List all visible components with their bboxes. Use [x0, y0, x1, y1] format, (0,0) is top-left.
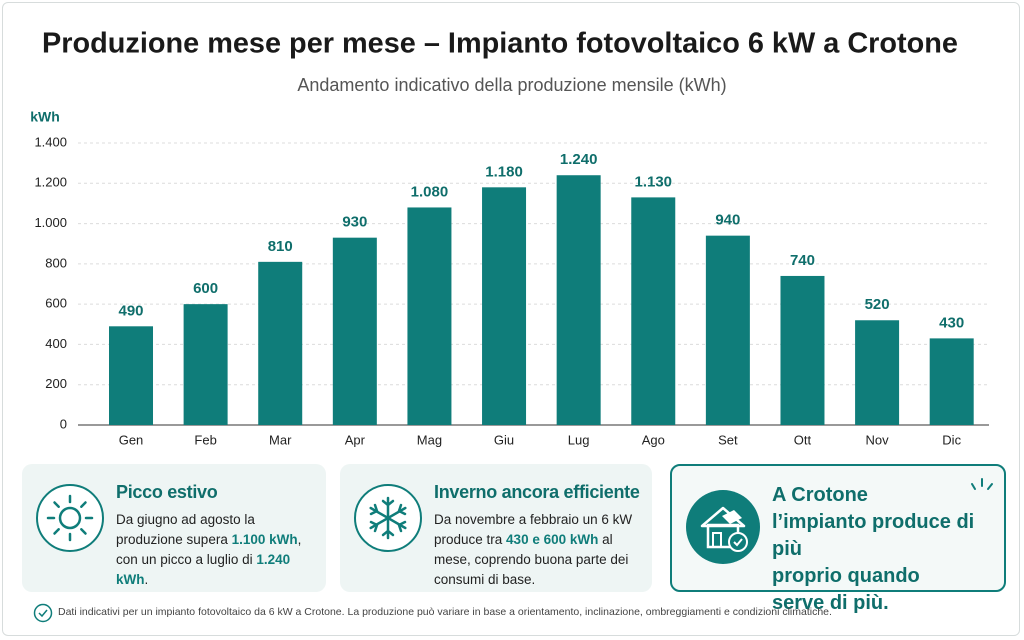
- value-label: 740: [790, 252, 815, 269]
- snowflake-icon: [354, 484, 422, 552]
- x-tick-label: Lug: [568, 432, 590, 447]
- x-tick-label: Giu: [494, 432, 514, 447]
- y-tick-label: 200: [45, 376, 67, 391]
- y-tick-label: 400: [45, 336, 67, 351]
- value-label: 600: [193, 280, 218, 297]
- y-axis-label: kWh: [30, 109, 60, 125]
- sparkle-icon: [971, 478, 993, 490]
- house-icon: [686, 490, 760, 564]
- chart: Produzione mese per mese – Impianto foto…: [30, 28, 989, 447]
- x-tick-label: Ott: [794, 432, 812, 447]
- value-label: 1.080: [411, 183, 449, 200]
- y-tick-label: 0: [60, 416, 67, 431]
- value-label: 1.240: [560, 151, 598, 168]
- bar: [183, 304, 228, 425]
- y-tick-label: 800: [45, 255, 67, 270]
- chart-title: Produzione mese per mese – Impianto foto…: [42, 28, 958, 60]
- highlight-value: 1.100 kWh: [231, 532, 298, 547]
- value-label: 940: [715, 212, 740, 229]
- x-tick-label: Apr: [345, 432, 366, 447]
- bar: [258, 261, 303, 425]
- y-tick-label: 1.000: [34, 215, 67, 230]
- value-label: 1.130: [634, 173, 672, 190]
- highlight-line: proprio quando: [772, 565, 920, 587]
- text-run: .: [144, 572, 149, 587]
- footnote: Dati indicativi per un impianto fotovolt…: [58, 606, 832, 618]
- bar: [332, 237, 377, 425]
- card-text: Da giugno ad agosto la produzione supera…: [116, 510, 316, 590]
- y-tick-label: 600: [45, 296, 67, 311]
- bar: [855, 320, 900, 425]
- highlight-line: serve di più.: [772, 592, 889, 614]
- chart-subtitle: Andamento indicativo della produzione me…: [297, 75, 726, 95]
- card-text: Da novembre a febbraio un 6 kW produce t…: [434, 510, 639, 590]
- sun-icon: [36, 484, 104, 552]
- bar: [556, 175, 601, 425]
- bar: [631, 197, 676, 425]
- bar: [780, 275, 825, 425]
- value-label: 490: [118, 302, 143, 319]
- x-tick-label: Ago: [642, 432, 665, 447]
- bar: [407, 207, 452, 425]
- card-title: Picco estivo: [116, 482, 218, 502]
- text-run: Da giugno ad agosto la produzione supera: [116, 512, 255, 547]
- x-tick-label: Dic: [942, 432, 961, 447]
- text-run: Da novembre a febbraio un 6 kW produce t…: [434, 512, 633, 547]
- x-tick-label: Feb: [194, 432, 216, 447]
- value-label: 520: [865, 296, 890, 313]
- text-run: al mese, coprendo buona parte dei consum…: [434, 532, 629, 587]
- value-label: 930: [342, 214, 367, 231]
- y-tick-label: 1.400: [34, 134, 67, 149]
- card-title: Inverno ancora efficiente: [434, 482, 640, 502]
- bar: [482, 187, 527, 425]
- highlight-line: l’impianto produce di più: [772, 511, 975, 560]
- y-tick-label: 1.200: [34, 175, 67, 190]
- x-tick-label: Nov: [866, 432, 890, 447]
- x-tick-label: Mar: [269, 432, 292, 447]
- bar: [929, 338, 974, 425]
- info-card: Inverno ancora efficiente Da novembre a …: [340, 464, 652, 592]
- value-label: 1.180: [485, 163, 523, 180]
- x-tick-label: Mag: [417, 432, 442, 447]
- x-tick-label: Set: [718, 432, 738, 447]
- check-icon: [33, 603, 53, 623]
- highlight-text: A Crotone l’impianto produce di più propri…: [772, 482, 1004, 617]
- highlight-line: A Crotone: [772, 484, 868, 506]
- text-run: , con un picco a luglio di: [116, 532, 302, 567]
- value-label: 430: [939, 314, 964, 331]
- x-tick-label: Gen: [119, 432, 144, 447]
- value-label: 810: [268, 238, 293, 255]
- highlight-card: A Crotone l’impianto produce di più propri…: [670, 464, 1006, 614]
- highlight-value: 1.240 kWh: [116, 552, 291, 587]
- info-card: Picco estivo Da giugno ad agosto la prod…: [22, 464, 326, 592]
- bar: [705, 235, 750, 425]
- bar: [109, 326, 154, 425]
- highlight-value: 430 e 600 kWh: [506, 532, 599, 547]
